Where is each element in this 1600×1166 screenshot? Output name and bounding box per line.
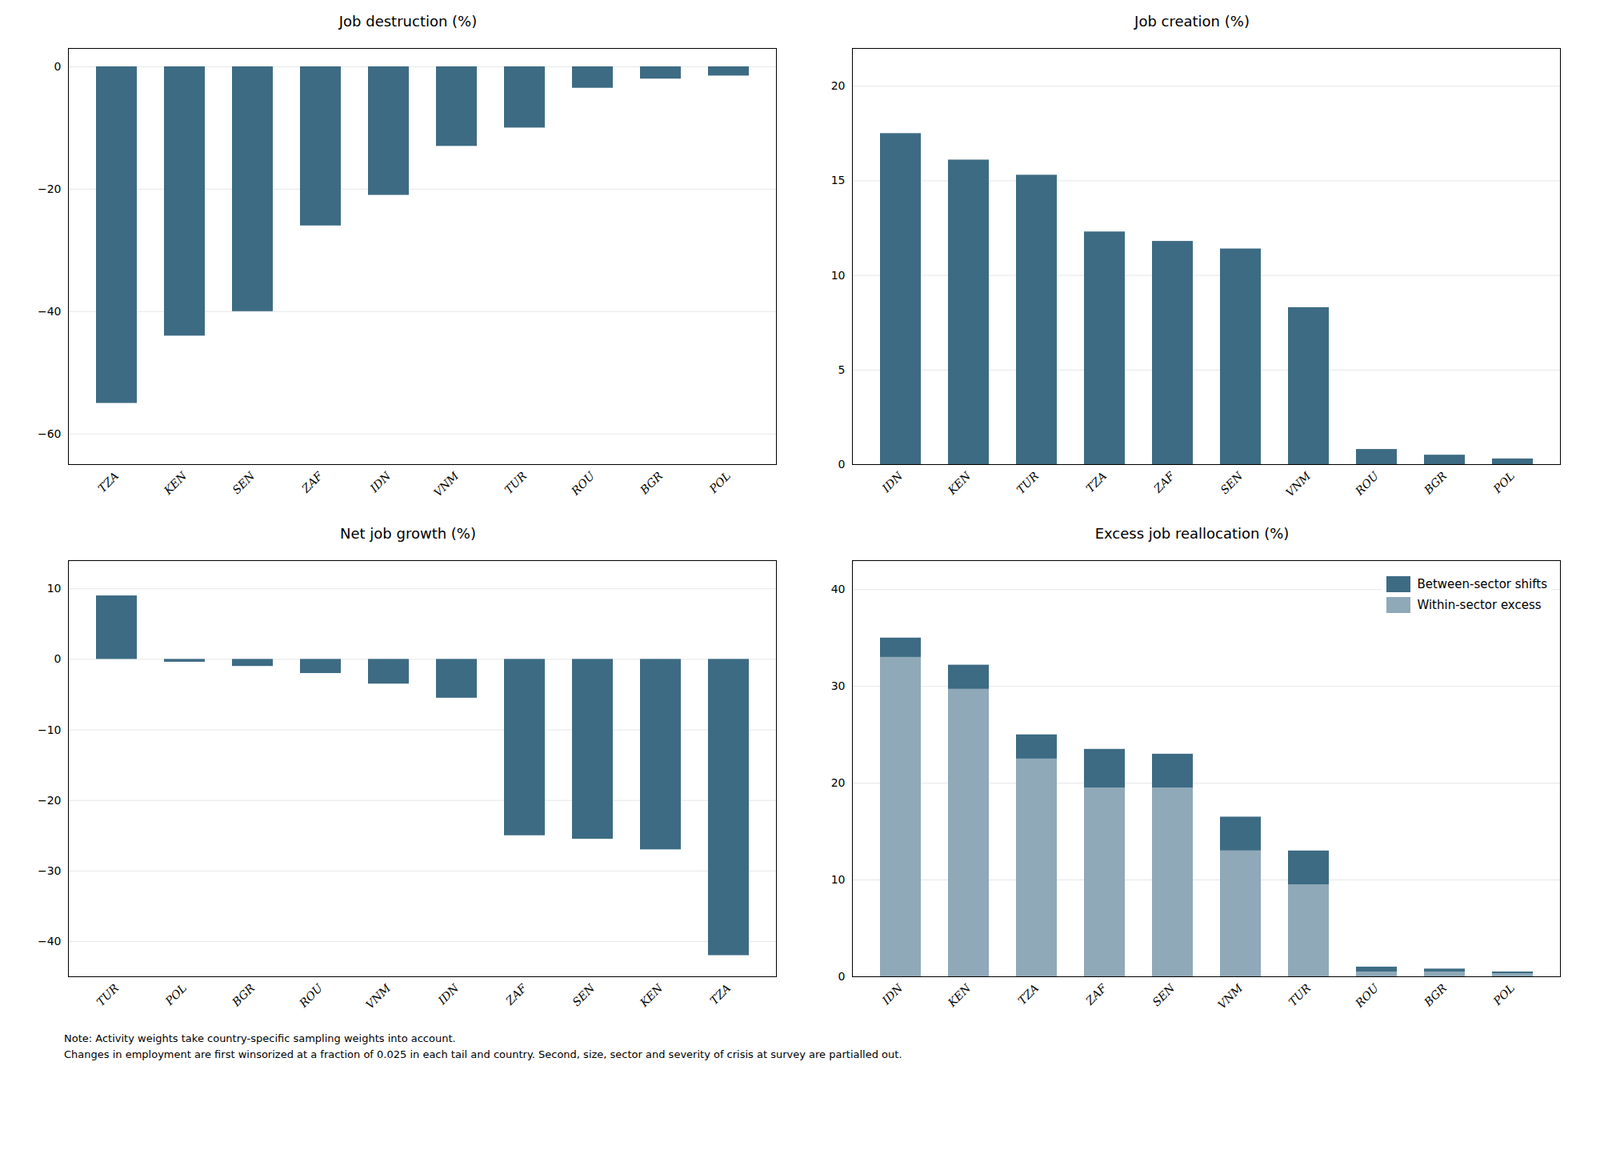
svg-text:POL: POL bbox=[1490, 980, 1517, 1008]
svg-text:POL: POL bbox=[162, 980, 189, 1008]
svg-text:POL: POL bbox=[1490, 468, 1517, 496]
svg-text:TUR: TUR bbox=[94, 980, 122, 1008]
svg-text:SEN: SEN bbox=[1149, 980, 1178, 1009]
svg-text:IDN: IDN bbox=[435, 980, 462, 1008]
svg-text:POL: POL bbox=[706, 468, 733, 496]
svg-text:TZA: TZA bbox=[1015, 980, 1041, 1007]
svg-text:−20: −20 bbox=[37, 793, 62, 807]
svg-text:ROU: ROU bbox=[1352, 468, 1382, 498]
html-text:Job creation (%): Job creation (%) bbox=[1134, 12, 1250, 30]
svg-text:20: 20 bbox=[831, 79, 846, 92]
svg-text:KEN: KEN bbox=[636, 980, 666, 1010]
svg-text:30: 30 bbox=[831, 679, 846, 692]
html-text:Note: Activity weights take co: Note: Activity weights take country-spec… bbox=[64, 1032, 902, 1060]
svg-text:TUR: TUR bbox=[1286, 980, 1314, 1008]
svg-text:ROU: ROU bbox=[568, 468, 598, 498]
html-text:Net job growth (%): Net job growth (%) bbox=[340, 524, 476, 542]
svg-text:−30: −30 bbox=[37, 864, 62, 877]
svg-text:KEN: KEN bbox=[944, 980, 974, 1010]
svg-text:−20: −20 bbox=[37, 182, 62, 196]
html-text:Within-sector excess: Within-sector excess bbox=[1417, 597, 1542, 612]
svg-text:BGR: BGR bbox=[228, 980, 257, 1009]
svg-text:−60: −60 bbox=[37, 427, 62, 440]
svg-text:−40: −40 bbox=[37, 304, 62, 318]
svg-text:VNM: VNM bbox=[363, 980, 394, 1012]
svg-text:KEN: KEN bbox=[944, 468, 974, 498]
svg-text:0: 0 bbox=[838, 969, 846, 983]
svg-text:TZA: TZA bbox=[707, 980, 733, 1007]
svg-text:40: 40 bbox=[831, 582, 846, 596]
svg-text:TUR: TUR bbox=[502, 468, 530, 496]
svg-text:20: 20 bbox=[831, 776, 846, 789]
html-text:Job destruction (%): Job destruction (%) bbox=[339, 12, 477, 30]
svg-text:ZAF: ZAF bbox=[1150, 468, 1178, 496]
svg-text:0: 0 bbox=[54, 652, 62, 665]
svg-text:BGR: BGR bbox=[636, 468, 665, 497]
svg-text:10: 10 bbox=[831, 872, 846, 886]
svg-text:IDN: IDN bbox=[367, 468, 394, 496]
html-text:Excess job reallocation (%): Excess job reallocation (%) bbox=[1094, 524, 1290, 542]
svg-text:ROU: ROU bbox=[296, 980, 326, 1010]
svg-text:VNM: VNM bbox=[1215, 980, 1246, 1012]
svg-text:TZA: TZA bbox=[1083, 468, 1109, 495]
svg-text:10: 10 bbox=[47, 581, 62, 595]
svg-text:ROU: ROU bbox=[1352, 980, 1382, 1010]
svg-text:BGR: BGR bbox=[1420, 980, 1449, 1009]
svg-text:VNM: VNM bbox=[431, 468, 462, 500]
svg-text:15: 15 bbox=[831, 173, 846, 187]
svg-text:0: 0 bbox=[54, 60, 62, 73]
svg-text:IDN: IDN bbox=[879, 980, 906, 1008]
svg-text:5: 5 bbox=[838, 363, 846, 376]
svg-text:SEN: SEN bbox=[1217, 468, 1246, 497]
svg-text:−40: −40 bbox=[37, 934, 62, 948]
svg-text:10: 10 bbox=[831, 268, 846, 282]
svg-text:TZA: TZA bbox=[95, 468, 121, 495]
svg-text:SEN: SEN bbox=[569, 980, 598, 1009]
svg-text:VNM: VNM bbox=[1283, 468, 1314, 500]
svg-text:ZAF: ZAF bbox=[1082, 980, 1110, 1008]
svg-text:BGR: BGR bbox=[1420, 468, 1449, 497]
svg-text:−10: −10 bbox=[37, 723, 62, 736]
svg-text:ZAF: ZAF bbox=[298, 468, 326, 496]
svg-text:TUR: TUR bbox=[1014, 468, 1042, 496]
svg-text:KEN: KEN bbox=[160, 468, 190, 498]
svg-text:ZAF: ZAF bbox=[502, 980, 530, 1008]
svg-text:IDN: IDN bbox=[879, 468, 906, 496]
svg-text:SEN: SEN bbox=[229, 468, 258, 497]
html-text:Between-sector shifts: Between-sector shifts bbox=[1417, 576, 1548, 592]
svg-text:0: 0 bbox=[838, 457, 846, 471]
